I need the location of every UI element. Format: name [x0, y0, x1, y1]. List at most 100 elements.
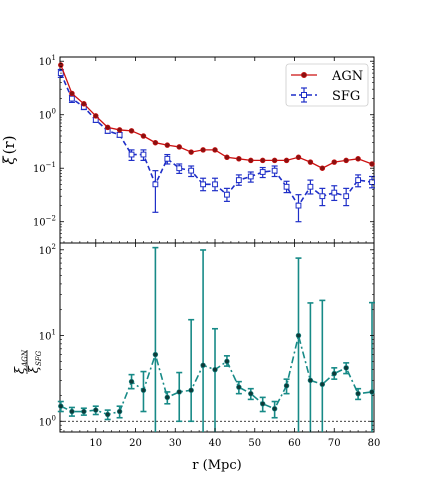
sfg-point [116, 131, 123, 138]
agn-point [212, 147, 218, 153]
ratio-point [69, 408, 75, 415]
sfg-point [355, 177, 362, 183]
y-tick-label: 102 [39, 243, 56, 257]
agn-point [69, 90, 75, 97]
ratio-point [343, 365, 349, 371]
agn-point [271, 157, 278, 164]
sfg-point [164, 155, 171, 162]
ratio-point [260, 401, 266, 407]
ratio-point [200, 362, 206, 368]
top-panel: 10−2 10−1 100 101 ξ(r) [0, 54, 376, 244]
agn-point [343, 157, 349, 164]
sfg-point [128, 151, 135, 158]
legend-sfg-marker [301, 92, 307, 98]
y-tick-label: 10−1 [33, 161, 56, 175]
agn-point [295, 154, 302, 161]
sfg-point [152, 181, 159, 188]
sfg-point [259, 169, 266, 175]
y-tick-label: 101 [39, 54, 56, 68]
sfg-point [188, 167, 195, 174]
sfg-point [331, 189, 338, 196]
ratio-point [140, 387, 147, 393]
ratio-point [224, 358, 230, 365]
ratio-point [212, 366, 218, 373]
x-tick-label: 20 [129, 438, 142, 449]
ratio-point [116, 408, 123, 415]
agn-point [319, 165, 326, 171]
agn-point [224, 154, 230, 161]
agn-point [176, 144, 182, 150]
x-axis-label: r (Mpc) [192, 458, 241, 473]
agn-point [355, 156, 361, 162]
sfg-point [271, 167, 278, 174]
ratio-point [104, 411, 111, 418]
agn-point [236, 156, 242, 162]
sfg-point [176, 165, 183, 172]
bottom-panel: 100 101 102 10 20 30 40 50 60 70 80 ξAGN ξSFG [13, 242, 381, 449]
ratio-numerator: ξAGN [13, 349, 29, 374]
agn-point [259, 157, 266, 164]
legend-agn-label: AGN [331, 69, 363, 84]
agn-point [81, 101, 87, 107]
ratio-point [369, 389, 375, 395]
agn-point [307, 159, 314, 165]
agn-point [93, 113, 99, 119]
ratio-point [248, 390, 254, 397]
agn-point [248, 157, 254, 164]
bottom-series-layer [57, 246, 376, 432]
sfg-point [319, 193, 326, 200]
sfg-point [224, 191, 230, 198]
ratio-point [128, 378, 135, 385]
sfg-point [295, 202, 302, 209]
ratio-point [295, 332, 302, 339]
agn-point [116, 127, 123, 133]
sfg-point [343, 193, 350, 200]
agn-point [140, 133, 147, 139]
agn-point [188, 149, 194, 155]
sfg-point [69, 95, 75, 102]
top-y-axis-label: ξ(r) [0, 135, 18, 164]
ratio-point [236, 384, 242, 390]
legend: AGN SFG [285, 63, 369, 107]
ratio-denominator: ξSFG [27, 350, 43, 373]
ratio-point [176, 389, 182, 395]
ratio-point [152, 351, 159, 358]
agn-point [128, 128, 135, 134]
x-tick-label: 40 [209, 438, 222, 449]
agn-point [369, 161, 375, 167]
agn-point [164, 142, 171, 148]
ratio-point [188, 387, 194, 393]
x-tick-label: 60 [288, 438, 301, 449]
ratio-point [81, 408, 87, 415]
agn-point [152, 139, 159, 146]
ratio-point [58, 403, 64, 409]
legend-sfg-label: SFG [332, 89, 360, 104]
ratio-point [355, 390, 361, 397]
sfg-point [200, 181, 206, 188]
sfg-point [247, 173, 254, 180]
ratio-point [93, 407, 99, 413]
bottom-y-ticks: 100 101 102 [39, 243, 374, 430]
sfg-point [369, 179, 375, 186]
ratio-point [164, 394, 171, 401]
agn-point [200, 147, 206, 153]
agn-point [104, 124, 111, 131]
x-tick-label: 70 [328, 438, 341, 449]
sfg-point [283, 183, 290, 190]
x-tick-label: 30 [169, 438, 182, 449]
sfg-point [212, 181, 218, 188]
ratio-point [271, 406, 278, 412]
x-tick-label: 80 [368, 438, 381, 449]
sfg-point [235, 177, 242, 183]
ratio-point [319, 381, 326, 387]
y-tick-label: 100 [39, 108, 56, 122]
y-tick-label: 101 [39, 329, 56, 343]
top-series-layer [57, 62, 376, 223]
ratio-point [283, 383, 290, 389]
y-tick-label: 10−2 [33, 215, 56, 229]
bottom-x-ticks: 10 20 30 40 50 60 70 80 [63, 243, 381, 449]
sfg-point [140, 151, 147, 158]
x-tick-label: 10 [89, 438, 102, 449]
x-tick-label: 50 [248, 438, 261, 449]
